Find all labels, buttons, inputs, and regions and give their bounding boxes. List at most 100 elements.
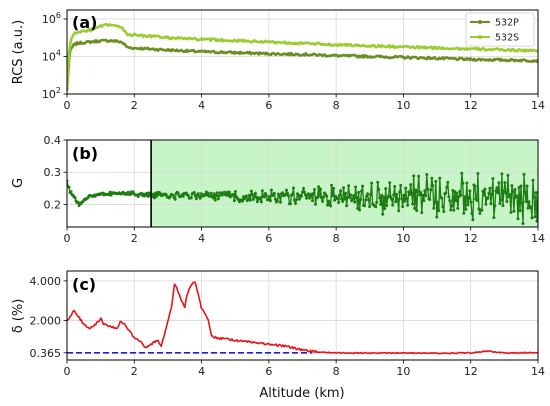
series-point-g: [475, 198, 479, 202]
series-point-g: [281, 191, 284, 195]
y-tick-label: 0.2: [44, 198, 62, 211]
series-point-g: [311, 199, 314, 203]
series-point-g: [419, 191, 423, 195]
series-point-g: [482, 193, 486, 197]
series-point-g: [367, 198, 371, 202]
panel-label-c: (c): [72, 275, 96, 294]
series-point-g: [232, 199, 236, 203]
series-point-g: [295, 198, 298, 202]
series-point-g: [365, 194, 369, 198]
series-point-g: [511, 190, 515, 194]
series-point-g: [458, 189, 462, 193]
series-point-g: [176, 191, 180, 195]
series-point-g: [217, 194, 221, 198]
series-point-g: [420, 211, 424, 215]
series-point-g: [278, 195, 281, 198]
series-point-g: [267, 195, 271, 199]
series-point-g: [416, 190, 420, 194]
series-point-g: [468, 189, 472, 193]
series-point-g: [462, 211, 466, 215]
series-point-g: [488, 186, 492, 190]
series-point-g: [415, 209, 419, 213]
series-point-g: [358, 208, 362, 212]
series-point-g: [318, 194, 321, 198]
series-point-g: [391, 203, 395, 207]
grid-c: [66, 271, 539, 360]
panel-a: 0 2 4 6 8 10 12 14 102 104 106 (a) RCS (a.u.) 532P…: [11, 9, 545, 112]
x-tick-label: 10: [396, 99, 410, 112]
series-point-g: [329, 204, 333, 208]
series-point-g: [300, 194, 303, 198]
series-point-g: [484, 202, 488, 206]
ticks-c: 0 2 4 6 8 10 12 14 0.365 2.000 4.000: [30, 275, 546, 378]
x-tick-label: 6: [265, 365, 272, 378]
x-tick-label: 10: [396, 365, 410, 378]
series-point-g: [336, 196, 340, 200]
series-point-g: [504, 191, 508, 195]
y-tick-label: 102: [42, 86, 61, 101]
series-b: [67, 171, 538, 225]
series-point-g: [264, 194, 268, 197]
series-point-g: [390, 197, 394, 201]
series-point-g: [481, 189, 485, 193]
series-point-g: [211, 196, 215, 200]
series-point-g: [444, 191, 448, 195]
series-point-g: [164, 193, 168, 197]
series-point-g: [349, 193, 353, 197]
series-point-g: [497, 181, 501, 185]
series-point-g: [248, 198, 252, 202]
series-point-g: [505, 200, 509, 203]
series-point-g: [397, 209, 401, 213]
series-point-g: [449, 208, 453, 212]
series-point-g: [109, 193, 113, 197]
series-point-g: [499, 198, 503, 202]
legend-label-532p: 532P: [495, 18, 519, 29]
series-point-g: [383, 207, 387, 211]
series-point-g: [495, 186, 499, 190]
series-point-g: [370, 181, 374, 185]
series-point-g: [509, 210, 513, 214]
series-point-g: [500, 172, 504, 176]
series-point-g: [173, 197, 177, 201]
series-point-g: [428, 198, 432, 201]
y-axis-label-a: RCS (a.u.): [11, 20, 26, 84]
y-tick-label: 0.4: [44, 134, 62, 147]
series-point-g: [322, 195, 325, 199]
axes-frame-a: [66, 9, 539, 95]
series-line-532p: [67, 38, 538, 91]
series-point-g: [206, 191, 210, 195]
series-point-g: [258, 196, 262, 200]
y-tick-label: 2.000: [30, 314, 62, 327]
series-point-g: [507, 195, 511, 199]
series-point-g: [519, 184, 523, 188]
ticks-a: 0 2 4 6 8 10 12 14 102 104 106: [42, 11, 545, 112]
y-tick-label: 106: [42, 11, 61, 26]
series-point-g: [317, 185, 320, 189]
series-point-g: [302, 187, 305, 190]
series-point-g: [498, 202, 502, 205]
series-point-g: [253, 191, 257, 195]
series-point-g: [352, 194, 356, 197]
axes-frame-b: [66, 139, 539, 228]
series-point-g: [447, 195, 451, 199]
series-point-g: [524, 200, 528, 204]
series-point-g: [527, 200, 531, 204]
series-line-depolarization: [67, 281, 538, 355]
x-tick-label: 12: [464, 365, 478, 378]
series-point-g: [426, 187, 430, 191]
series-point-g: [214, 194, 218, 197]
series-point-g: [446, 180, 450, 184]
series-point-g: [467, 196, 471, 200]
series-point-g: [333, 198, 337, 202]
x-tick-label: 12: [464, 99, 478, 112]
series-point-g: [351, 197, 355, 201]
series-point-g: [523, 190, 527, 194]
series-point-g: [244, 194, 248, 198]
series-point-g: [368, 205, 372, 209]
series-point-g: [382, 195, 386, 199]
series-point-g: [361, 184, 365, 188]
ticks-b: 0 2 4 6 8 10 12 14 0.2 0.3 0.4: [44, 134, 546, 245]
series-point-g: [273, 197, 277, 201]
series-point-g: [461, 181, 465, 185]
